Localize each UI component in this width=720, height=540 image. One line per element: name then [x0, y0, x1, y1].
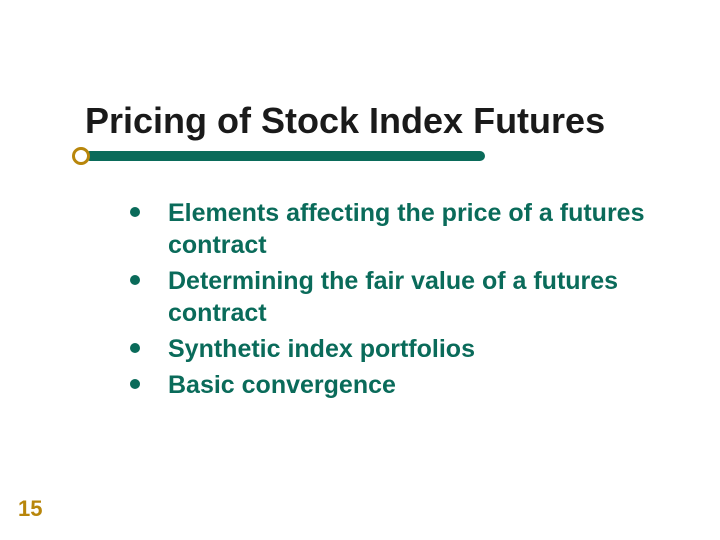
content-area: Elements affecting the price of a future…	[0, 169, 720, 401]
slide: Pricing of Stock Index Futures Elements …	[0, 0, 720, 540]
list-item: Elements affecting the price of a future…	[130, 197, 660, 261]
list-item: Basic convergence	[130, 369, 660, 401]
page-number: 15	[18, 496, 42, 522]
bullet-text: Determining the fair value of a futures …	[168, 267, 618, 327]
underline-bar	[85, 151, 485, 161]
list-item: Determining the fair value of a futures …	[130, 265, 660, 329]
bullet-text: Basic convergence	[168, 371, 396, 399]
bullet-icon	[130, 379, 140, 389]
bullet-icon	[130, 275, 140, 285]
bullet-list: Elements affecting the price of a future…	[130, 197, 660, 401]
bullet-icon	[130, 207, 140, 217]
bullet-text: Elements affecting the price of a future…	[168, 199, 645, 259]
slide-title: Pricing of Stock Index Futures	[0, 100, 720, 141]
underline-dot-icon	[72, 147, 90, 165]
bullet-text: Synthetic index portfolios	[168, 335, 475, 363]
bullet-icon	[130, 343, 140, 353]
list-item: Synthetic index portfolios	[130, 333, 660, 365]
title-underline	[0, 151, 720, 169]
